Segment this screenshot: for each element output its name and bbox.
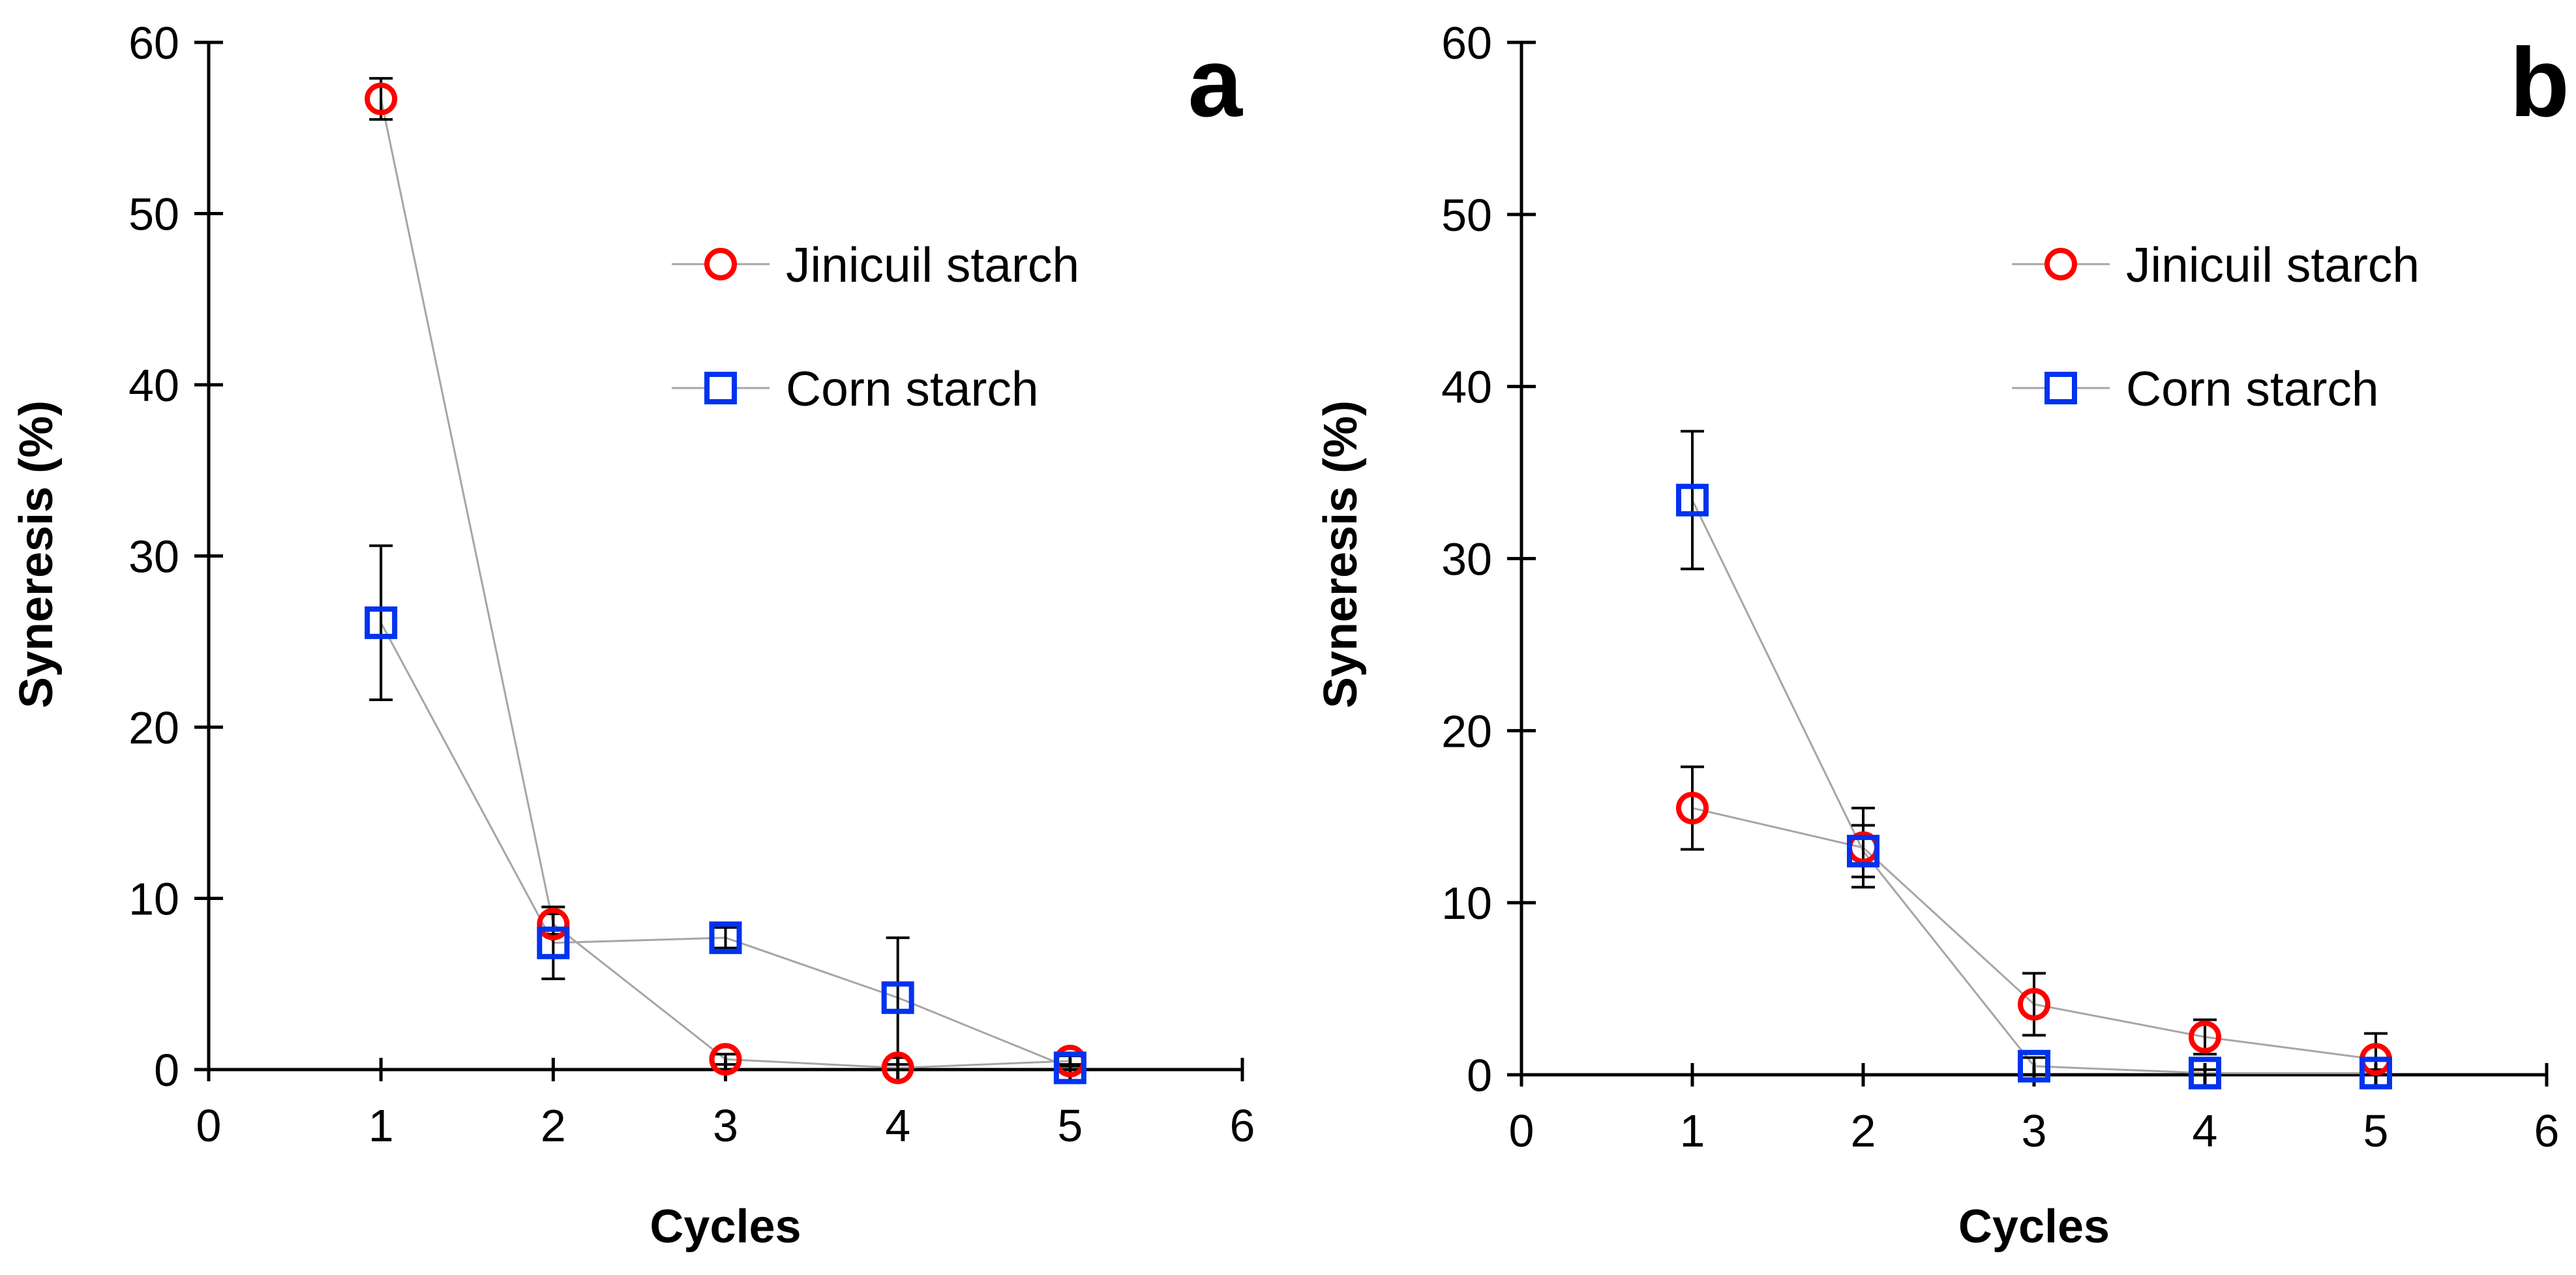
y-tick-label: 30	[1441, 534, 1492, 585]
x-tick-label: 0	[196, 1100, 222, 1151]
panel-label: a	[1188, 27, 1244, 137]
legend-marker-square	[704, 372, 737, 404]
data-point-circle	[709, 1043, 742, 1076]
y-tick-label: 0	[1467, 1050, 1492, 1101]
legend-marker-circle	[704, 248, 737, 280]
x-tick-label: 5	[1057, 1100, 1083, 1151]
x-tick-label: 4	[2193, 1105, 2218, 1156]
x-tick-label: 3	[713, 1100, 738, 1151]
x-tick-label: 2	[541, 1100, 566, 1151]
data-point-circle	[2189, 1020, 2221, 1053]
y-tick-label: 30	[128, 532, 179, 582]
data-point-square	[365, 606, 398, 639]
x-tick-label: 6	[1230, 1100, 1255, 1151]
data-point-circle	[1676, 792, 1709, 825]
panel-label: b	[2509, 27, 2569, 137]
legend-marker-square	[2044, 372, 2077, 404]
y-tick-label: 0	[154, 1045, 179, 1096]
data-point-square	[709, 921, 742, 954]
data-point-square	[1676, 483, 1709, 517]
x-tick-label: 5	[2363, 1105, 2389, 1156]
data-point-circle	[881, 1051, 914, 1085]
legend-label: Corn starch	[786, 361, 1039, 416]
x-axis-title: Cycles	[1958, 1201, 2110, 1253]
x-tick-label: 4	[885, 1100, 910, 1151]
x-tick-label: 3	[2022, 1105, 2047, 1156]
legend-label: Jinicuil starch	[2126, 237, 2419, 292]
y-tick-label: 40	[128, 360, 179, 411]
x-tick-label: 6	[2534, 1105, 2560, 1156]
x-tick-label: 2	[1851, 1105, 1876, 1156]
x-tick-label: 1	[1680, 1105, 1705, 1156]
y-axis-title: Syneresis (%)	[1315, 400, 1367, 708]
y-tick-label: 60	[128, 18, 179, 68]
legend-marker-circle	[2044, 248, 2077, 280]
data-point-square	[2018, 1049, 2050, 1083]
data-point-square	[1053, 1051, 1086, 1085]
y-tick-label: 10	[128, 874, 179, 925]
data-point-circle	[2018, 987, 2050, 1021]
data-point-circle	[365, 82, 398, 115]
y-tick-label: 10	[1441, 878, 1492, 929]
y-tick-label: 20	[128, 702, 179, 753]
y-tick-label: 20	[1441, 706, 1492, 757]
y-tick-label: 40	[1441, 362, 1492, 413]
y-axis-title: Syneresis (%)	[10, 400, 63, 708]
legend-label: Corn starch	[2126, 361, 2379, 416]
legend-label: Jinicuil starch	[786, 237, 1079, 292]
y-tick-label: 50	[1441, 190, 1492, 241]
x-axis-title: Cycles	[650, 1201, 801, 1253]
data-point-square	[2359, 1057, 2392, 1090]
data-point-square	[1847, 835, 1880, 868]
data-point-circle	[537, 907, 570, 940]
data-point-square	[881, 981, 914, 1014]
y-tick-label: 60	[1441, 18, 1492, 68]
data-point-square	[537, 926, 570, 959]
y-tick-label: 50	[128, 189, 179, 240]
x-tick-label: 0	[1509, 1105, 1535, 1156]
x-tick-label: 1	[368, 1100, 394, 1151]
series-line	[380, 622, 1071, 1069]
data-point-square	[2189, 1057, 2221, 1090]
